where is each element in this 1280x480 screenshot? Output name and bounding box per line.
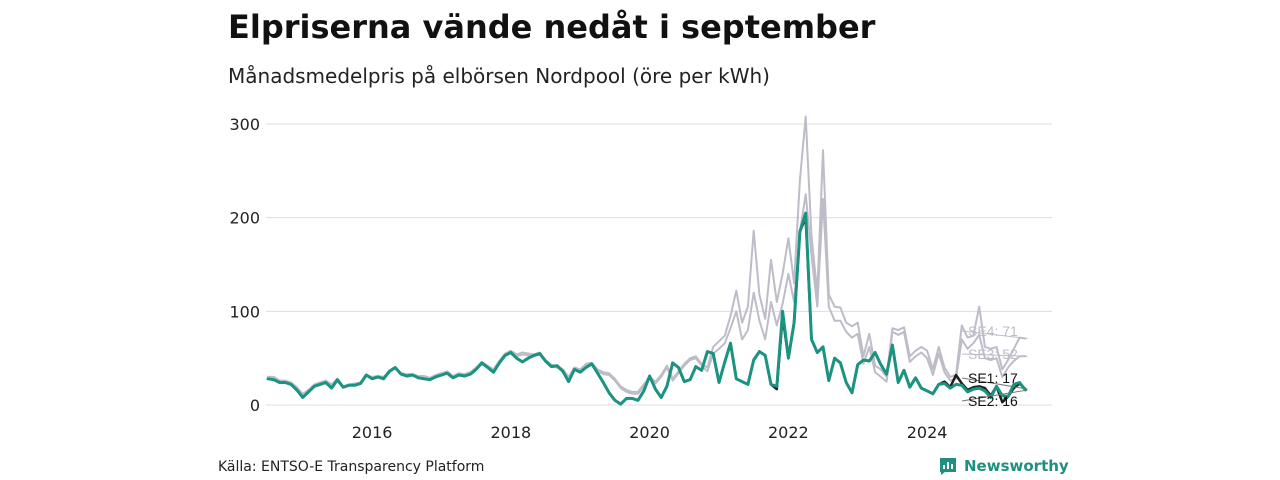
leader-line-se3 <box>961 353 1028 357</box>
series-line-se2 <box>266 211 1027 406</box>
series-label-se1: SE1: 17 <box>968 370 1018 386</box>
x-tick-label-2018: 2018 <box>490 423 531 442</box>
x-tick-label-2024: 2024 <box>907 423 948 442</box>
leader-line-se1 <box>961 377 1028 390</box>
leader-line-se2 <box>961 389 1028 402</box>
y-tick-label-300: 300 <box>229 115 260 134</box>
y-tick-label-0: 0 <box>250 396 260 415</box>
x-tick-label-2020: 2020 <box>629 423 670 442</box>
brand-logo[interactable]: Newsworthy <box>938 456 1069 476</box>
series-label-se3: SE3: 52 <box>968 346 1018 362</box>
source-note: Källa: ENTSO-E Transparency Platform <box>218 459 485 475</box>
chart-title: Elpriserna vände nedåt i september <box>228 8 876 46</box>
series-label-se2: SE2: 16 <box>968 393 1018 409</box>
y-tick-label-100: 100 <box>229 302 260 321</box>
series-label-se4: SE4: 71 <box>968 323 1018 339</box>
x-tick-label-2022: 2022 <box>768 423 809 442</box>
x-tick-label-2016: 2016 <box>352 423 393 442</box>
series-line-se3 <box>267 193 1027 396</box>
y-tick-label-200: 200 <box>229 209 260 228</box>
leader-line-se4 <box>961 330 1028 339</box>
series-line-se4 <box>267 115 1027 395</box>
newsworthy-logo-icon <box>940 458 956 475</box>
chart-subtitle: Månadsmedelpris på elbörsen Nordpool (ör… <box>228 64 770 88</box>
brand-name: Newsworthy <box>964 457 1069 475</box>
